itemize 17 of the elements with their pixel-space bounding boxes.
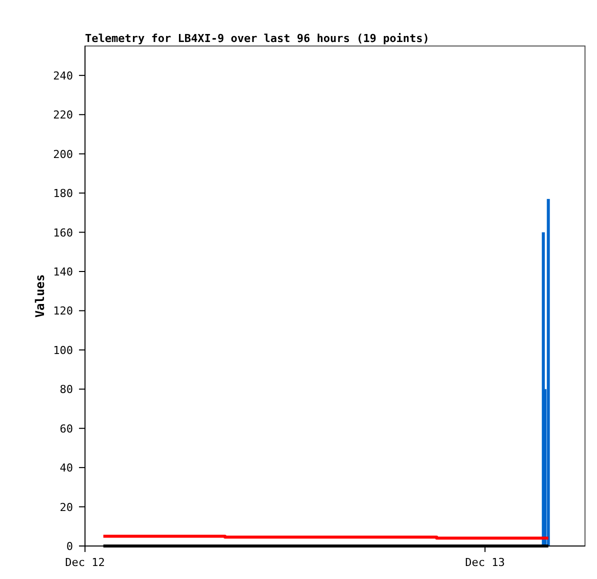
x-tick-label: Dec 13 [465, 556, 505, 569]
y-tick-label: 100 [53, 344, 73, 357]
y-tick-label: 40 [60, 462, 73, 475]
x-tick-label: Dec 12 [65, 556, 105, 569]
y-tick-label: 0 [66, 540, 73, 553]
y-tick-label: 220 [53, 108, 73, 122]
chart-title: Telemetry for LB4XI-9 over last 96 hours (19 points) [85, 32, 430, 45]
y-tick-label: 180 [53, 187, 73, 200]
y-tick-label: 140 [53, 265, 73, 278]
y-tick-label: 200 [53, 148, 73, 161]
y-tick-label: 240 [53, 69, 73, 82]
y-axis-title: Values [33, 274, 47, 318]
y-tick-label: 20 [60, 500, 73, 514]
y-tick-label: 60 [60, 422, 73, 436]
y-tick-label: 80 [60, 383, 73, 396]
y-tick-label: 160 [53, 226, 73, 240]
y-tick-label: 120 [53, 304, 73, 318]
